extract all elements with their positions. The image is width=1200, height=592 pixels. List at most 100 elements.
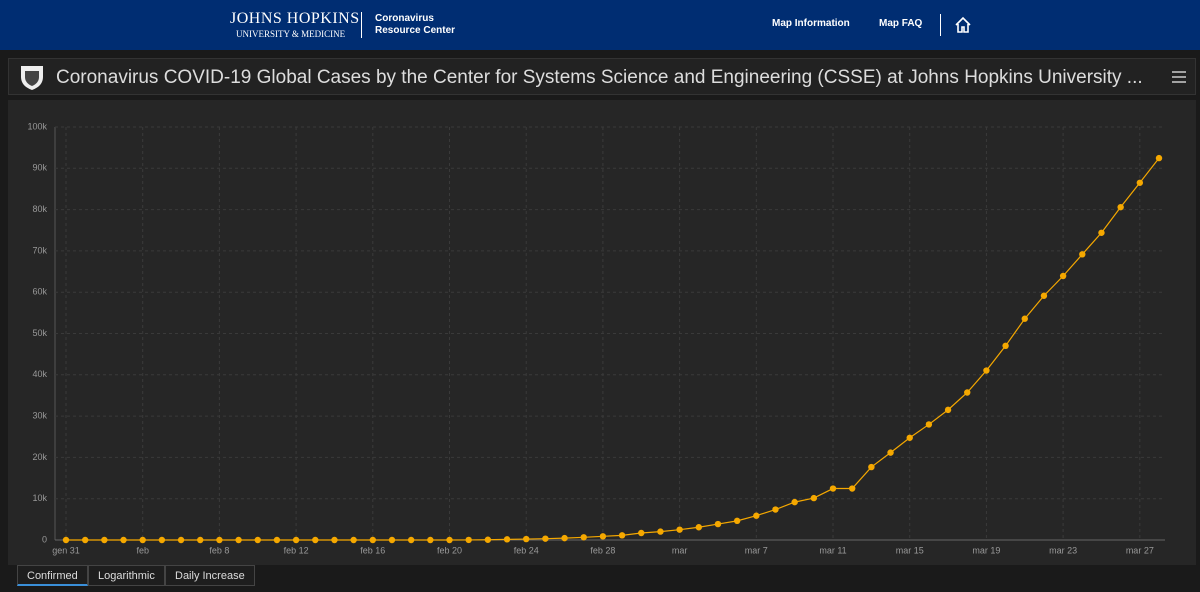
x-tick-label: mar 19 [972,545,1000,555]
data-point [293,537,299,543]
data-point [830,485,836,491]
y-tick-label: 80k [32,204,47,214]
data-point [581,534,587,540]
data-point [926,421,932,427]
x-tick-label: mar [672,545,688,555]
y-tick-label: 40k [32,369,47,379]
y-tick-label: 90k [32,163,47,173]
y-tick-label: 60k [32,287,47,297]
data-point [485,537,491,543]
x-tick-label: feb 16 [360,545,385,555]
y-tick-label: 70k [32,245,47,255]
panel-header: Coronavirus COVID-19 Global Cases by the… [8,58,1196,95]
panel-title: Coronavirus COVID-19 Global Cases by the… [56,67,1143,89]
x-tick-label: feb 8 [209,545,229,555]
data-point [331,537,337,543]
y-tick-label: 0 [42,534,47,544]
divider [940,14,941,36]
menu-icon[interactable] [1171,69,1187,85]
x-tick-label: mar 7 [745,545,768,555]
y-tick-label: 50k [32,328,47,338]
data-point [1060,273,1066,279]
data-point [312,537,318,543]
data-point [753,513,759,519]
y-tick-label: 10k [32,493,47,503]
data-point [542,535,548,541]
tab[interactable]: Daily Increase [165,565,255,586]
data-point [1098,230,1104,236]
data-point [1117,204,1123,210]
center-name: Coronavirus [375,13,434,24]
nav-link[interactable]: Map FAQ [879,18,922,29]
data-point [868,464,874,470]
y-tick-label: 100k [27,121,47,131]
header: JOHNS HOPKINS UNIVERSITY & MEDICINE Coro… [0,0,1200,50]
data-point [1137,180,1143,186]
data-point [120,537,126,543]
data-point [274,537,280,543]
data-point [619,532,625,538]
center-name: Resource Center [375,25,455,36]
data-point [887,449,893,455]
data-point [427,537,433,543]
data-point [1156,155,1162,161]
x-tick-label: mar 27 [1126,545,1154,555]
x-tick-label: feb 24 [514,545,539,555]
data-point [1079,251,1085,257]
x-tick-label: gen 31 [52,545,80,555]
logo[interactable]: JOHNS HOPKINS [230,10,360,28]
data-point [849,485,855,491]
x-tick-label: feb [136,545,149,555]
data-point [82,537,88,543]
data-point [676,526,682,532]
data-point [561,535,567,541]
data-point [964,389,970,395]
y-tick-label: 30k [32,410,47,420]
data-point [945,407,951,413]
data-point [140,537,146,543]
data-point [1041,293,1047,299]
data-point [216,537,222,543]
data-point [657,528,663,534]
data-point [983,367,989,373]
x-tick-label: mar 23 [1049,545,1077,555]
x-tick-label: mar 11 [819,545,846,555]
chart: 0 10k 20k 30k 40k 50k 60k 70k 80k 90k 100k gen 31 fe… [8,100,1196,565]
data-point [1022,316,1028,322]
tab[interactable]: Logarithmic [88,565,165,586]
data-point [389,537,395,543]
data-point [255,537,261,543]
tab[interactable]: Confirmed [17,565,88,586]
data-point [696,524,702,530]
data-point [811,495,817,501]
data-point [772,506,778,512]
x-tick-label: mar 15 [896,545,924,555]
data-point [178,537,184,543]
data-point [791,499,797,505]
data-point [600,533,606,539]
data-point [197,537,203,543]
chart-background [8,100,1196,565]
data-point [465,537,471,543]
x-tick-label: feb 12 [284,545,309,555]
data-point [523,536,529,542]
data-point [734,518,740,524]
data-point [159,537,165,543]
shield-icon [19,63,45,91]
data-point [235,537,241,543]
data-point [715,521,721,527]
data-point [63,537,69,543]
home-icon[interactable] [954,16,972,34]
logo-sub: UNIVERSITY & MEDICINE [236,29,345,39]
data-point [350,537,356,543]
y-tick-label: 20k [32,452,47,462]
nav-link[interactable]: Map Information [772,18,850,29]
data-point [907,435,913,441]
data-point [101,537,107,543]
x-tick-label: feb 20 [437,545,462,555]
divider [361,12,362,38]
x-tick-label: feb 28 [590,545,615,555]
data-point [446,537,452,543]
data-point [370,537,376,543]
